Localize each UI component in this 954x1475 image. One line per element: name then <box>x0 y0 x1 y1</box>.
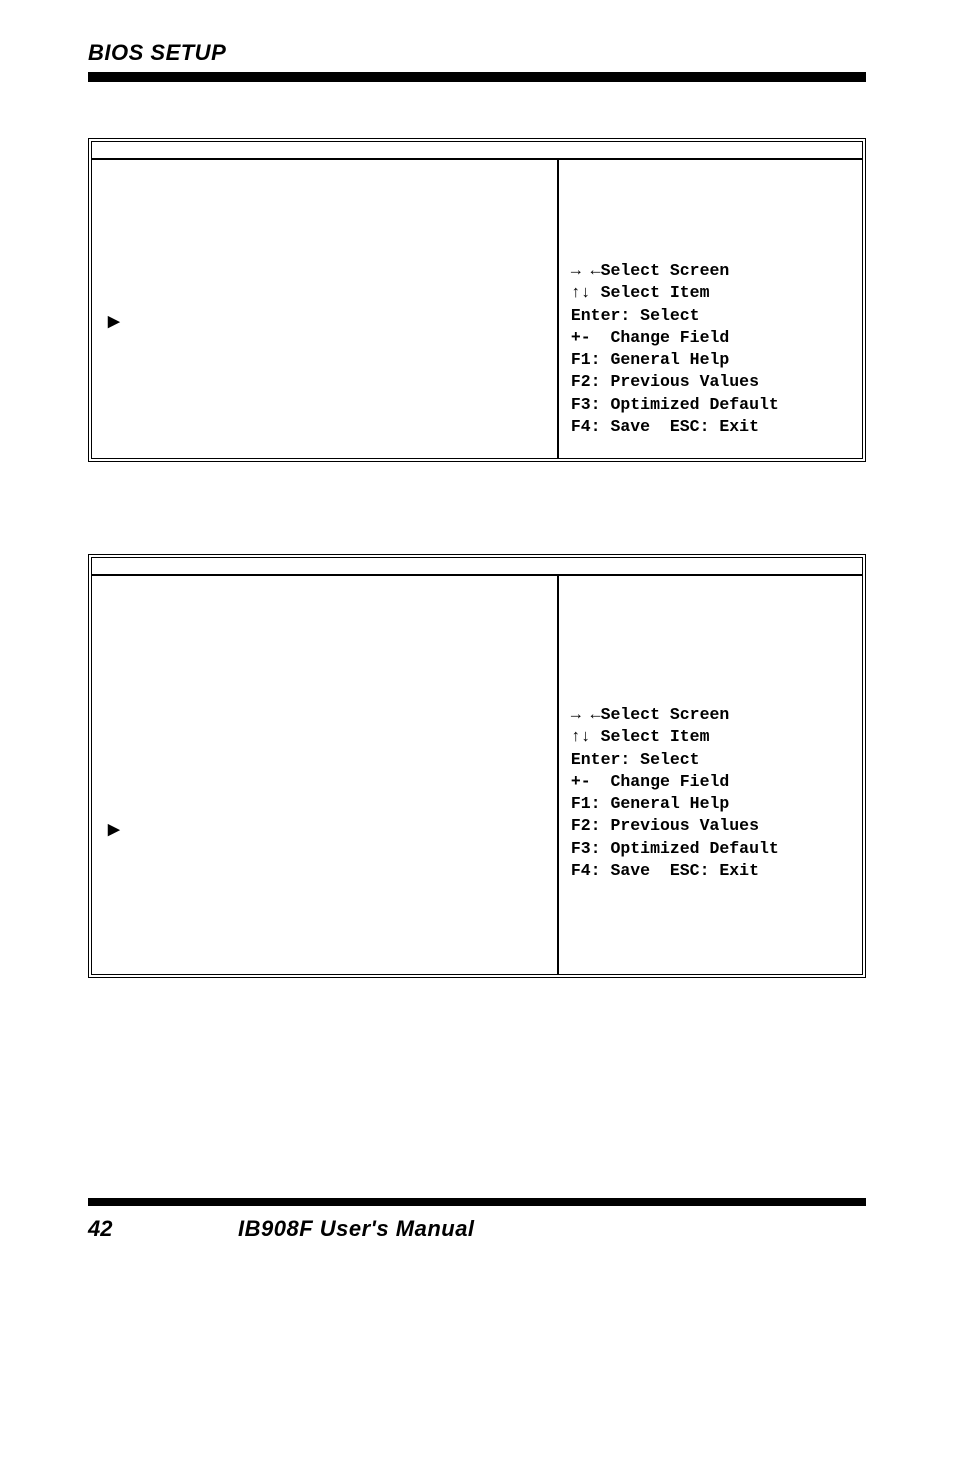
bios-box2-help-pane: → ←Select Screen ↑↓ Select Item Enter: S… <box>559 576 862 974</box>
help-line: → ←Select Screen <box>571 705 729 724</box>
page-number: 42 <box>88 1216 238 1242</box>
help-line: +- Change Field <box>571 772 729 791</box>
help-line: F4: Save ESC: Exit <box>571 861 759 880</box>
help-line: F3: Optimized Default <box>571 395 779 414</box>
help-line: F3: Optimized Default <box>571 839 779 858</box>
submenu-marker-icon: ▶ <box>108 312 547 332</box>
footer: 42 IB908F User's Manual <box>88 1198 866 1242</box>
help-text-2: → ←Select Screen ↑↓ Select Item Enter: S… <box>571 704 854 882</box>
help-line: Enter: Select <box>571 306 700 325</box>
help-line: F2: Previous Values <box>571 816 759 835</box>
help-line: F4: Save ESC: Exit <box>571 417 759 436</box>
help-line: F1: General Help <box>571 350 729 369</box>
bios-box1-topcell <box>92 142 862 160</box>
page-title: BIOS SETUP <box>88 40 866 66</box>
manual-title: IB908F User's Manual <box>238 1216 475 1242</box>
help-line: ↑↓ Select Item <box>571 727 710 746</box>
help-line: +- Change Field <box>571 328 729 347</box>
page: BIOS SETUP ▶ → ←Select Screen ↑↓ Select … <box>0 0 954 1302</box>
footer-rule <box>88 1198 866 1206</box>
bios-box2-left-pane: ▶ <box>92 576 559 974</box>
bios-box-2: ▶ → ←Select Screen ↑↓ Select Item Enter:… <box>88 554 866 978</box>
submenu-marker-icon: ▶ <box>108 820 547 840</box>
bios-box-1: ▶ → ←Select Screen ↑↓ Select Item Enter:… <box>88 138 866 462</box>
help-line: F1: General Help <box>571 794 729 813</box>
bios-box1-help-pane: → ←Select Screen ↑↓ Select Item Enter: S… <box>559 160 862 458</box>
header-rule-thick <box>88 72 866 82</box>
help-line: ↑↓ Select Item <box>571 283 710 302</box>
bios-box1-body: ▶ → ←Select Screen ↑↓ Select Item Enter:… <box>92 160 862 458</box>
bios-box2-topcell <box>92 558 862 576</box>
footer-row: 42 IB908F User's Manual <box>88 1216 866 1242</box>
help-line: F2: Previous Values <box>571 372 759 391</box>
help-text-1: → ←Select Screen ↑↓ Select Item Enter: S… <box>571 260 854 438</box>
bios-box2-body: ▶ → ←Select Screen ↑↓ Select Item Enter:… <box>92 576 862 974</box>
help-line: Enter: Select <box>571 750 700 769</box>
help-line: → ←Select Screen <box>571 261 729 280</box>
bios-box1-left-pane: ▶ <box>92 160 559 458</box>
